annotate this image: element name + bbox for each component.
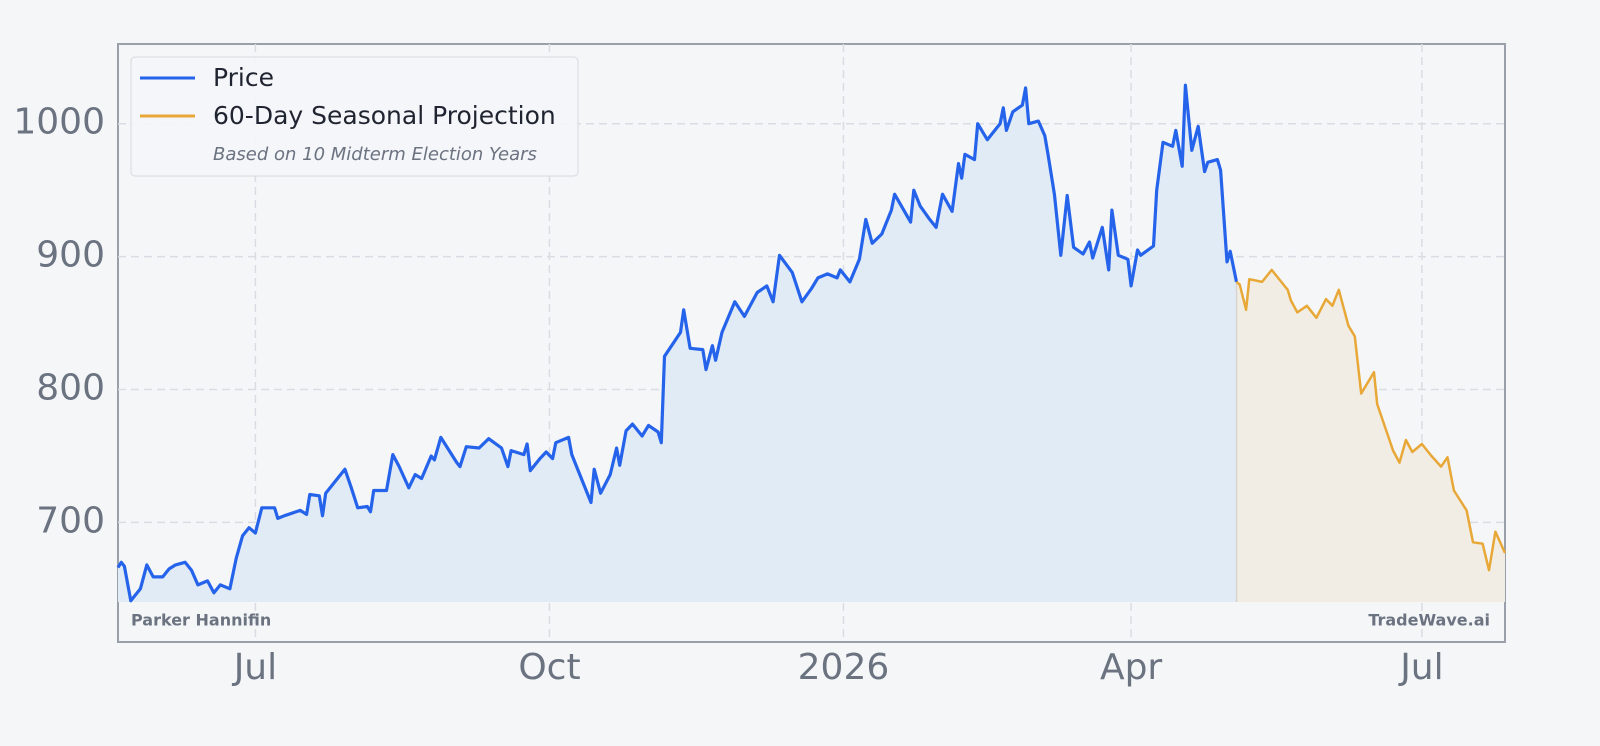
source-label: TradeWave.ai <box>1368 611 1490 630</box>
company-label: Parker Hannifin <box>131 611 271 630</box>
y-tick-label: 900 <box>36 235 105 276</box>
line <box>1235 268 1507 572</box>
area <box>1236 269 1505 602</box>
y-tick-label: 800 <box>36 368 105 409</box>
plot-area <box>116 44 1507 642</box>
area <box>118 85 1237 602</box>
x-tick-label: Oct <box>518 647 580 688</box>
legend-box <box>130 56 579 177</box>
legend-label: Price <box>213 63 274 92</box>
x-tick-label: 2026 <box>798 647 890 688</box>
x-tick-label: Apr <box>1100 647 1162 688</box>
x-tick-label: Jul <box>1398 647 1443 688</box>
line <box>116 83 1239 603</box>
legend-note: Based on 10 Midterm Election Years <box>213 144 537 165</box>
y-tick-label: 1000 <box>13 102 105 143</box>
x-tick-label: Jul <box>232 647 277 688</box>
y-tick-label: 700 <box>36 500 105 541</box>
legend-label: 60-Day Seasonal Projection <box>213 101 556 130</box>
